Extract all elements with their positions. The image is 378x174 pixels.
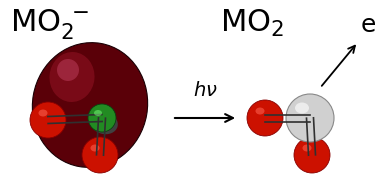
Circle shape [30,102,66,138]
Ellipse shape [90,112,118,134]
Text: $\mathsf{MO_2^{\ -}}$: $\mathsf{MO_2^{\ -}}$ [10,8,89,42]
Circle shape [82,137,118,173]
Ellipse shape [256,108,265,114]
Text: $\mathsf{e^-}$: $\mathsf{e^-}$ [360,14,378,38]
Ellipse shape [57,59,79,81]
Ellipse shape [94,110,102,116]
Circle shape [247,100,283,136]
Circle shape [286,94,334,142]
Circle shape [294,137,330,173]
Ellipse shape [90,144,99,152]
Ellipse shape [295,102,309,113]
Ellipse shape [33,43,148,167]
Ellipse shape [39,109,48,117]
Ellipse shape [50,52,94,102]
Text: $h\nu$: $h\nu$ [193,81,217,100]
Text: $\mathsf{MO_2}$: $\mathsf{MO_2}$ [220,8,284,39]
Circle shape [88,104,116,132]
Ellipse shape [302,144,311,152]
